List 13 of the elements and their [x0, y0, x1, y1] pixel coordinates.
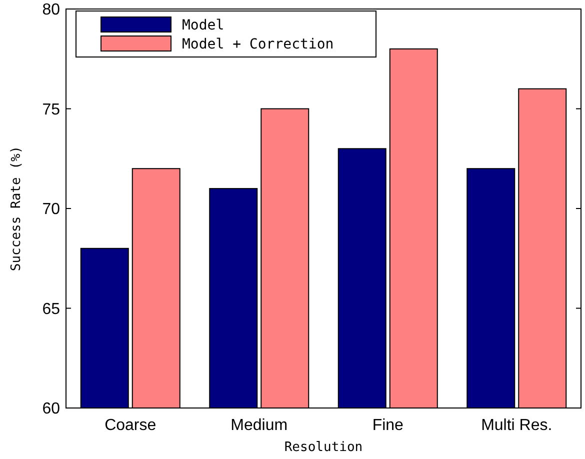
legend-label: Model + Correction [182, 36, 334, 52]
y-tick-label: 70 [42, 201, 60, 218]
x-tick-label: Medium [230, 417, 288, 434]
y-axis-title: Success Rate (%) [9, 146, 24, 272]
x-tick-label: Fine [372, 417, 404, 434]
y-tick-label: 60 [42, 400, 60, 418]
x-axis-title: Resolution [284, 440, 363, 455]
y-tick-label: 80 [42, 2, 60, 19]
x-tick-label: Coarse [104, 417, 156, 434]
legend-label: Model [182, 17, 224, 34]
x-tick-label: Multi Res. [481, 417, 552, 434]
y-tick-label: 65 [42, 300, 60, 318]
y-tick-label: 75 [42, 101, 60, 118]
